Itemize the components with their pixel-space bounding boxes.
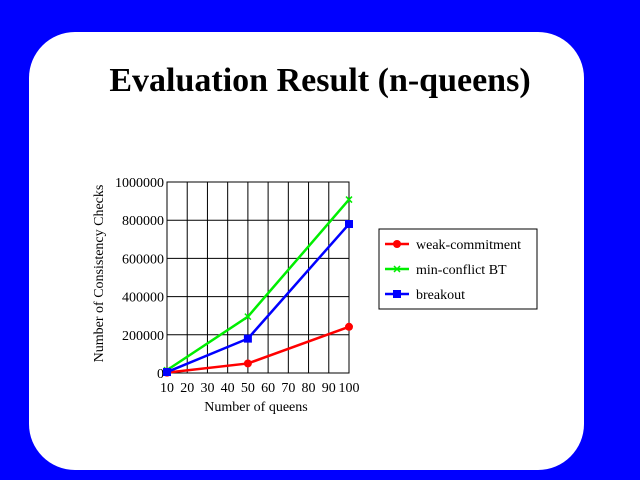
- x-axis-ticks: 10 20 30 40 50 60 70 80 90 100: [160, 381, 360, 396]
- slide-title: Evaluation Result (n-queens): [109, 62, 531, 99]
- legend-label: min-conflict BT: [416, 263, 507, 278]
- y-tick-label: 0: [157, 367, 164, 382]
- legend-marker: [393, 240, 401, 248]
- series-line: [166, 325, 350, 374]
- series-weak-commitment: [163, 322, 353, 377]
- x-tick-label: 50: [241, 381, 255, 396]
- y-axis-ticks: 0 200000 400000 600000 800000 1000000: [115, 176, 164, 382]
- y-tick-label: 800000: [122, 214, 164, 229]
- x-tick-label: 80: [302, 381, 316, 396]
- y-tick-label: 200000: [122, 329, 164, 344]
- series-group: [163, 196, 353, 377]
- x-tick-label: 30: [200, 381, 214, 396]
- x-tick-label: 40: [221, 381, 235, 396]
- legend-label: weak-commitment: [416, 238, 521, 253]
- data-point: [243, 334, 252, 343]
- series-breakout: [163, 220, 353, 377]
- legend-marker: [393, 290, 401, 298]
- series-line: [166, 223, 350, 374]
- x-tick-label: 10: [160, 381, 174, 396]
- plot-frame: [166, 181, 350, 374]
- chart-legend: weak-commitment min-conflict BT breakout: [378, 228, 538, 310]
- data-point: [345, 220, 353, 229]
- legend-label: breakout: [416, 288, 465, 303]
- series-line: [166, 198, 350, 372]
- y-tick-label: 1000000: [115, 176, 164, 191]
- x-tick-label: 90: [322, 381, 336, 396]
- data-point: [243, 359, 252, 368]
- data-point: [345, 322, 353, 331]
- x-tick-label: 20: [180, 381, 194, 396]
- series-min-conflict-bt: [163, 196, 353, 374]
- x-tick-label: 60: [261, 381, 275, 396]
- x-tick-label: 100: [339, 381, 360, 396]
- data-point: [163, 368, 171, 377]
- y-tick-label: 400000: [122, 291, 164, 306]
- x-axis-label: Number of queens: [204, 400, 307, 415]
- y-tick-label: 600000: [122, 252, 164, 267]
- legend-marker: [393, 265, 401, 273]
- data-point: [244, 313, 252, 321]
- y-axis-label: Number of Consistency Checks: [92, 185, 107, 363]
- data-point: [345, 196, 353, 204]
- x-tick-label: 70: [281, 381, 295, 396]
- chart-grid: [166, 181, 350, 374]
